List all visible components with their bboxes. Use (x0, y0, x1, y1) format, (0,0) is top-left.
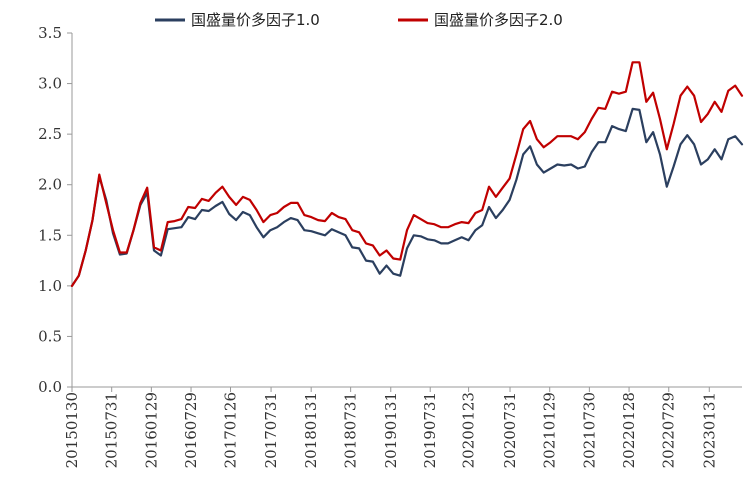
y-tick-label: 0.5 (38, 327, 62, 345)
x-tick-label: 20190731 (421, 392, 439, 468)
series-layer (70, 61, 744, 287)
y-tick-label: 1.5 (38, 226, 62, 244)
x-tick-label: 20200731 (501, 392, 519, 468)
x-tick-label: 20220128 (620, 392, 638, 468)
x-tick-label: 20230131 (700, 392, 718, 468)
x-tick-label: 20190131 (382, 392, 400, 468)
x-tick-label: 20180731 (342, 392, 360, 468)
y-tick-label: 2.0 (38, 176, 62, 194)
x-tick-label: 20150731 (103, 392, 121, 468)
x-tick-label: 20220729 (660, 392, 678, 468)
x-axis: 20150130 20150731 20160129 20160729 20170126… (63, 386, 742, 468)
series-line-1 (70, 107, 744, 287)
x-tick-label: 20180131 (302, 392, 320, 468)
y-tick-label: 2.5 (38, 125, 62, 143)
x-tick-label: 20170126 (222, 392, 240, 468)
x-tick-label: 20170731 (262, 392, 280, 468)
x-tick-label: 20160129 (142, 392, 160, 468)
x-tick-label: 20210730 (580, 392, 598, 468)
x-tick-label: 20200123 (460, 392, 478, 468)
legend: 国盛量价多因子1.0 国盛量价多因子2.0 (155, 11, 563, 29)
y-tick-label: 3.5 (38, 24, 62, 42)
x-tick-label: 20150130 (63, 392, 81, 468)
y-tick-label: 3.0 (38, 75, 62, 93)
series-line-2 (70, 61, 744, 287)
x-tick-label: 20210129 (541, 392, 559, 468)
legend-label-series-1: 国盛量价多因子1.0 (191, 11, 320, 29)
legend-label-series-2: 国盛量价多因子2.0 (434, 11, 563, 29)
y-axis: 0.0 0.5 1.0 1.5 2.0 2.5 3.0 3.5 (38, 24, 73, 396)
x-tick-label: 20160729 (182, 392, 200, 468)
y-tick-label: 1.0 (38, 277, 62, 295)
y-tick-label: 0.0 (38, 378, 62, 396)
